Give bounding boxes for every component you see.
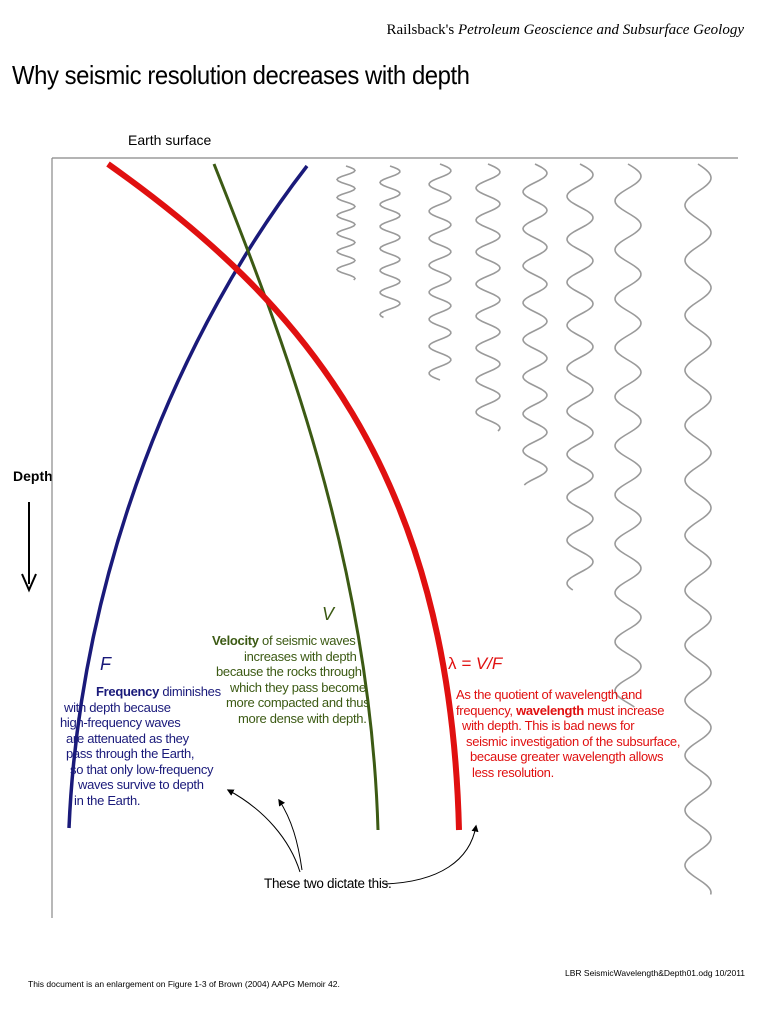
footer-file-info: LBR SeismicWavelength&Depth01.odg 10/201… bbox=[565, 968, 746, 978]
header-author: Railsback's bbox=[386, 22, 455, 38]
frequency-explanation: Frequency diminishes with depth because … bbox=[60, 684, 221, 808]
arrow-to-wavelength-icon bbox=[383, 824, 479, 885]
wave-trace-2 bbox=[379, 165, 401, 319]
velocity-line: which they pass become bbox=[230, 679, 366, 695]
velocity-curve bbox=[212, 163, 380, 831]
velocity-line: more compacted and thus bbox=[226, 695, 370, 710]
frequency-line: in the Earth. bbox=[74, 792, 141, 808]
page-title: Why seismic resolution decreases with de… bbox=[12, 60, 470, 90]
frequency-line: are attenuated as they bbox=[66, 730, 189, 746]
velocity-explanation: Velocity of seismic waves increases with… bbox=[200, 633, 370, 726]
dictate-label: These two dictate this. bbox=[264, 876, 392, 891]
depth-axis-label: Depth bbox=[13, 468, 53, 484]
velocity-line: because the rocks through bbox=[216, 664, 362, 679]
frequency-symbol: F bbox=[100, 654, 111, 674]
arrow-to-frequency-icon bbox=[226, 789, 301, 873]
wavelength-line: frequency, bbox=[456, 702, 517, 718]
wave-trace-8 bbox=[684, 163, 712, 895]
velocity-line: increases with depth bbox=[244, 648, 357, 664]
wavelength-formula: λ = V/F bbox=[448, 654, 502, 674]
wavelength-line: because greater wavelength allows bbox=[470, 749, 664, 764]
seismic-wave-traces bbox=[335, 163, 712, 895]
wavelength-curve bbox=[106, 161, 462, 831]
velocity-bold-term: Velocity bbox=[212, 633, 259, 648]
wave-trace-1 bbox=[335, 165, 357, 281]
frequency-bold-term: Frequency bbox=[96, 684, 160, 699]
wave-trace-7 bbox=[614, 163, 642, 708]
velocity-line: of seismic waves bbox=[258, 633, 356, 648]
wavelength-bold-term: wavelength bbox=[516, 702, 584, 718]
frequency-line: waves survive to depth bbox=[78, 777, 204, 792]
wavelength-line: must increase bbox=[583, 702, 665, 718]
wavelength-line: less resolution. bbox=[472, 764, 554, 780]
wavelength-line: As the quotient of wavelength and bbox=[456, 687, 642, 702]
lambda-symbol: λ bbox=[448, 654, 457, 673]
velocity-symbol: V bbox=[322, 604, 335, 624]
arrow-to-velocity-icon bbox=[278, 798, 303, 871]
wave-trace-3 bbox=[428, 163, 452, 381]
wavelength-line: with depth. This is bad news for bbox=[462, 718, 635, 733]
header-book-title: Petroleum Geoscience and Subsurface Geol… bbox=[457, 22, 744, 38]
wave-trace-4 bbox=[475, 163, 501, 432]
frequency-line: high-frequency waves bbox=[60, 715, 181, 730]
wavelength-line: seismic investigation of the subsurface, bbox=[466, 733, 681, 749]
wave-trace-6 bbox=[566, 163, 594, 591]
frequency-line: diminishes bbox=[159, 684, 221, 699]
frequency-curve bbox=[67, 164, 309, 829]
formula-rest: = V/F bbox=[456, 654, 503, 673]
velocity-line: more dense with depth. bbox=[238, 710, 367, 726]
frequency-line: pass through the Earth, bbox=[66, 746, 195, 761]
wavelength-explanation: As the quotient of wavelength and freque… bbox=[430, 687, 680, 780]
earth-surface-label: Earth surface bbox=[128, 132, 212, 148]
header-citation: Railsback's Petroleum Geoscience and Sub… bbox=[387, 22, 744, 39]
footer-source-note: This document is an enlargement on Figur… bbox=[28, 979, 340, 989]
wave-trace-5 bbox=[522, 163, 548, 486]
frequency-line: with depth because bbox=[64, 699, 171, 715]
frequency-line: so that only low-frequency bbox=[70, 761, 214, 777]
